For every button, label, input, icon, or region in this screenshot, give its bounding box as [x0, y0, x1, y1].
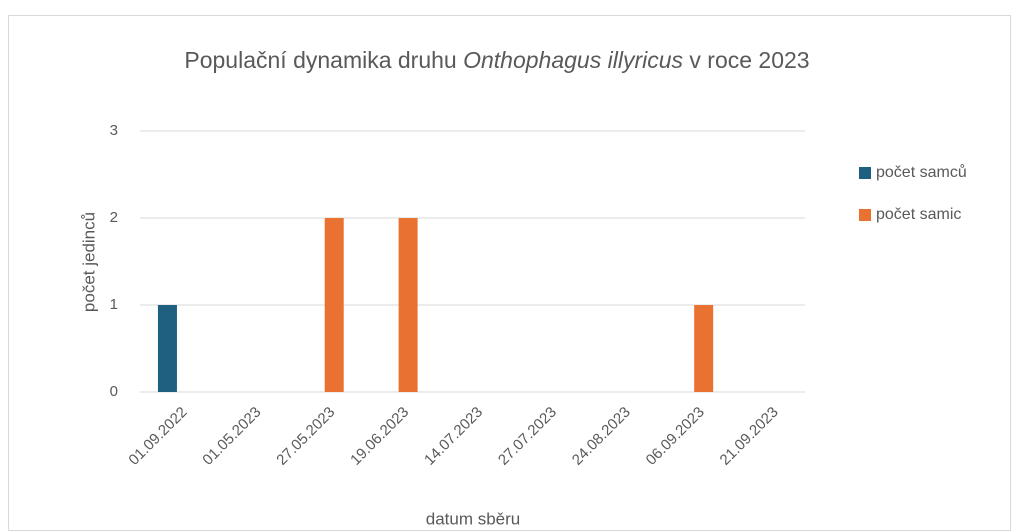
legend-label: počet samců	[876, 163, 967, 181]
bar	[157, 305, 177, 392]
y-axis-title: počet jedinců	[79, 212, 98, 312]
y-tick-label: 3	[110, 122, 118, 139]
bar	[398, 218, 418, 392]
legend-label: počet samic	[876, 206, 961, 223]
title-part: Populační dynamika druhu	[184, 47, 463, 73]
legend-swatch	[859, 209, 871, 221]
x-axis-title: datum sběru	[426, 509, 521, 528]
bar	[324, 218, 344, 392]
legend-swatch	[859, 167, 871, 179]
y-tick-label: 1	[110, 296, 118, 313]
y-tick-label: 0	[110, 383, 118, 400]
bar	[694, 305, 714, 392]
y-tick-label: 2	[110, 209, 118, 226]
title-part: v roce 2023	[683, 47, 810, 73]
title-part: Onthophagus illyricus	[463, 47, 683, 73]
chart-title: Populační dynamika druhu Onthophagus ill…	[184, 47, 809, 73]
chart-frame	[8, 15, 1011, 531]
